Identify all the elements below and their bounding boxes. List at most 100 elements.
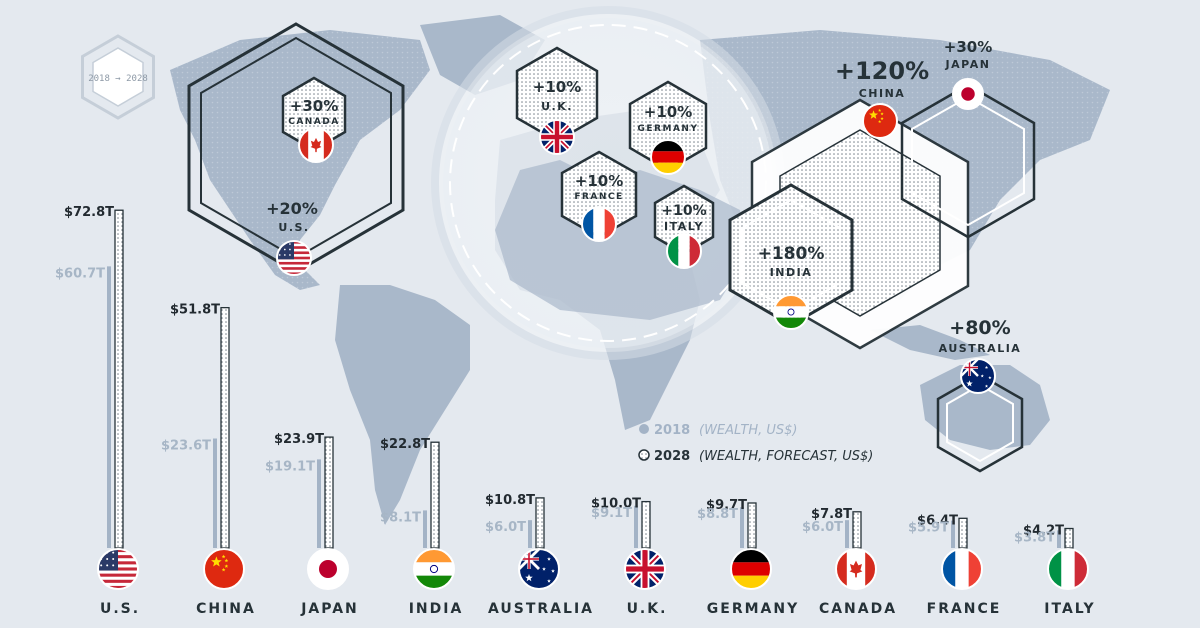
bar-2018-us [107,266,111,548]
category-label-uk: U.K. [627,601,668,617]
label-2018-india: $8.1T [380,510,421,525]
map-flags [276,78,996,394]
china-flag [203,548,245,590]
asia-hexagons [728,83,1036,473]
france-flag [581,206,617,242]
callout-country-germany: GERMANY [638,124,699,134]
category-label-japan: JAPAN [300,601,359,617]
canada-flag [298,127,334,163]
bar-2018-japan [317,459,321,548]
callout-change-canada: +30% [290,97,338,115]
bar-2018-italy [1057,530,1061,548]
bar-2028-china [220,306,230,549]
legend-2028-year: 2028 [654,449,690,464]
category-label-india: INDIA [409,601,464,617]
japan-flag [952,78,984,110]
bar-2028-australia [535,497,545,549]
legend-2018-desc: (WEALTH, US$) [699,423,797,438]
category-label-australia: AUSTRALIA [488,601,594,617]
india-flag [413,548,455,590]
callout-change-france: +10% [575,172,623,190]
bar-2018-germany [740,507,744,548]
bar-2018-france [951,520,955,548]
callout-country-india: INDIA [770,266,813,279]
bar-2018-canada [845,520,849,548]
label-2028-uk: $10.0T [591,497,641,512]
category-label-italy: ITALY [1044,601,1095,617]
bar-2018-china [213,438,217,548]
label-2018-france: $5.9T [908,521,949,536]
bar-2028-india [430,441,440,549]
label-2018-japan: $19.1T [265,459,315,474]
india-flag [773,294,809,330]
callout-country-australia: AUSTRALIA [939,342,1022,355]
label-2018-italy: $3.8T [1014,530,1055,545]
label-2018-australia: $6.0T [485,520,526,535]
label-2028-india: $22.8T [380,437,430,452]
us-flag [97,548,139,590]
italy-flag [666,233,702,269]
legend-2018-swatch [639,424,649,434]
callout-change-germany: +10% [644,103,692,121]
bar-2028-us [114,209,124,549]
us-flag [276,240,312,276]
label-2028-germany: $9.7T [706,498,747,513]
bar-2028-canada [852,511,862,549]
bar-2028-france [958,517,968,549]
germany-flag [730,548,772,590]
callout-change-italy: +10% [661,203,706,219]
australia-flag [518,548,560,590]
callout-change-uk: +10% [533,78,581,96]
label-2028-japan: $23.9T [274,432,324,447]
category-label-france: FRANCE [927,601,1002,617]
callout-change-japan: +30% [944,38,992,56]
callout-country-canada: CANADA [288,117,340,127]
legend-2018-year: 2018 [654,423,690,438]
japan-flag [307,548,349,590]
category-label-china: CHINA [196,601,256,617]
france-flag [941,548,983,590]
uk-flag [624,548,666,590]
legend-2028-desc: (WEALTH, FORECAST, US$) [699,449,873,464]
canada-flag [835,548,877,590]
china-flag [862,103,898,139]
label-2028-france: $6.4T [917,513,958,528]
bar-2018-australia [528,520,532,548]
se-asia-landmass [870,325,990,360]
bar-2028-japan [324,436,334,549]
germany-flag [650,139,686,175]
label-2018-canada: $6.0T [802,520,843,535]
label-2028-china: $51.8T [170,303,220,318]
callout-change-india: +180% [758,244,825,264]
australia-flag [960,358,996,394]
label-2018-us: $60.7T [55,266,105,281]
period-badge-text: 2018 → 2028 [88,74,148,84]
label-2028-canada: $7.8T [811,507,852,522]
category-label-germany: GERMANY [707,601,799,617]
label-2018-uk: $9.1T [591,506,632,521]
bar-2028-germany [747,502,757,549]
callout-change-australia: +80% [949,317,1010,339]
callout-country-italy: ITALY [664,220,704,233]
map-callouts: +30% CANADA +20% U.S. +10% U.K. +10% GER… [266,38,1022,355]
callout-country-france: FRANCE [574,192,623,202]
callout-country-japan: JAPAN [945,58,991,71]
south-america-landmass [335,285,470,525]
bar-chart: $72.8T $60.7T U.S. $51.8T $23.6T CHINA $23.9T $… [55,205,1095,617]
callout-country-uk: U.K. [541,100,573,113]
legend-2028-swatch [638,449,650,461]
uk-flag [539,119,575,155]
bar-2018-india [423,510,427,548]
label-2028-italy: $4.2T [1023,524,1064,539]
bar-2018-uk [634,505,638,548]
legend: 2018 (WEALTH, US$) 2028 (WEALTH, FORECAS… [638,423,873,464]
label-2018-china: $23.6T [161,438,211,453]
callout-country-china: CHINA [859,87,906,100]
category-label-us: U.S. [100,601,140,617]
callout-change-china: +120% [835,57,929,85]
callout-country-us: U.S. [278,221,309,234]
category-label-canada: CANADA [819,601,897,617]
bar-2028-uk [641,500,651,549]
italy-flag [1047,548,1089,590]
